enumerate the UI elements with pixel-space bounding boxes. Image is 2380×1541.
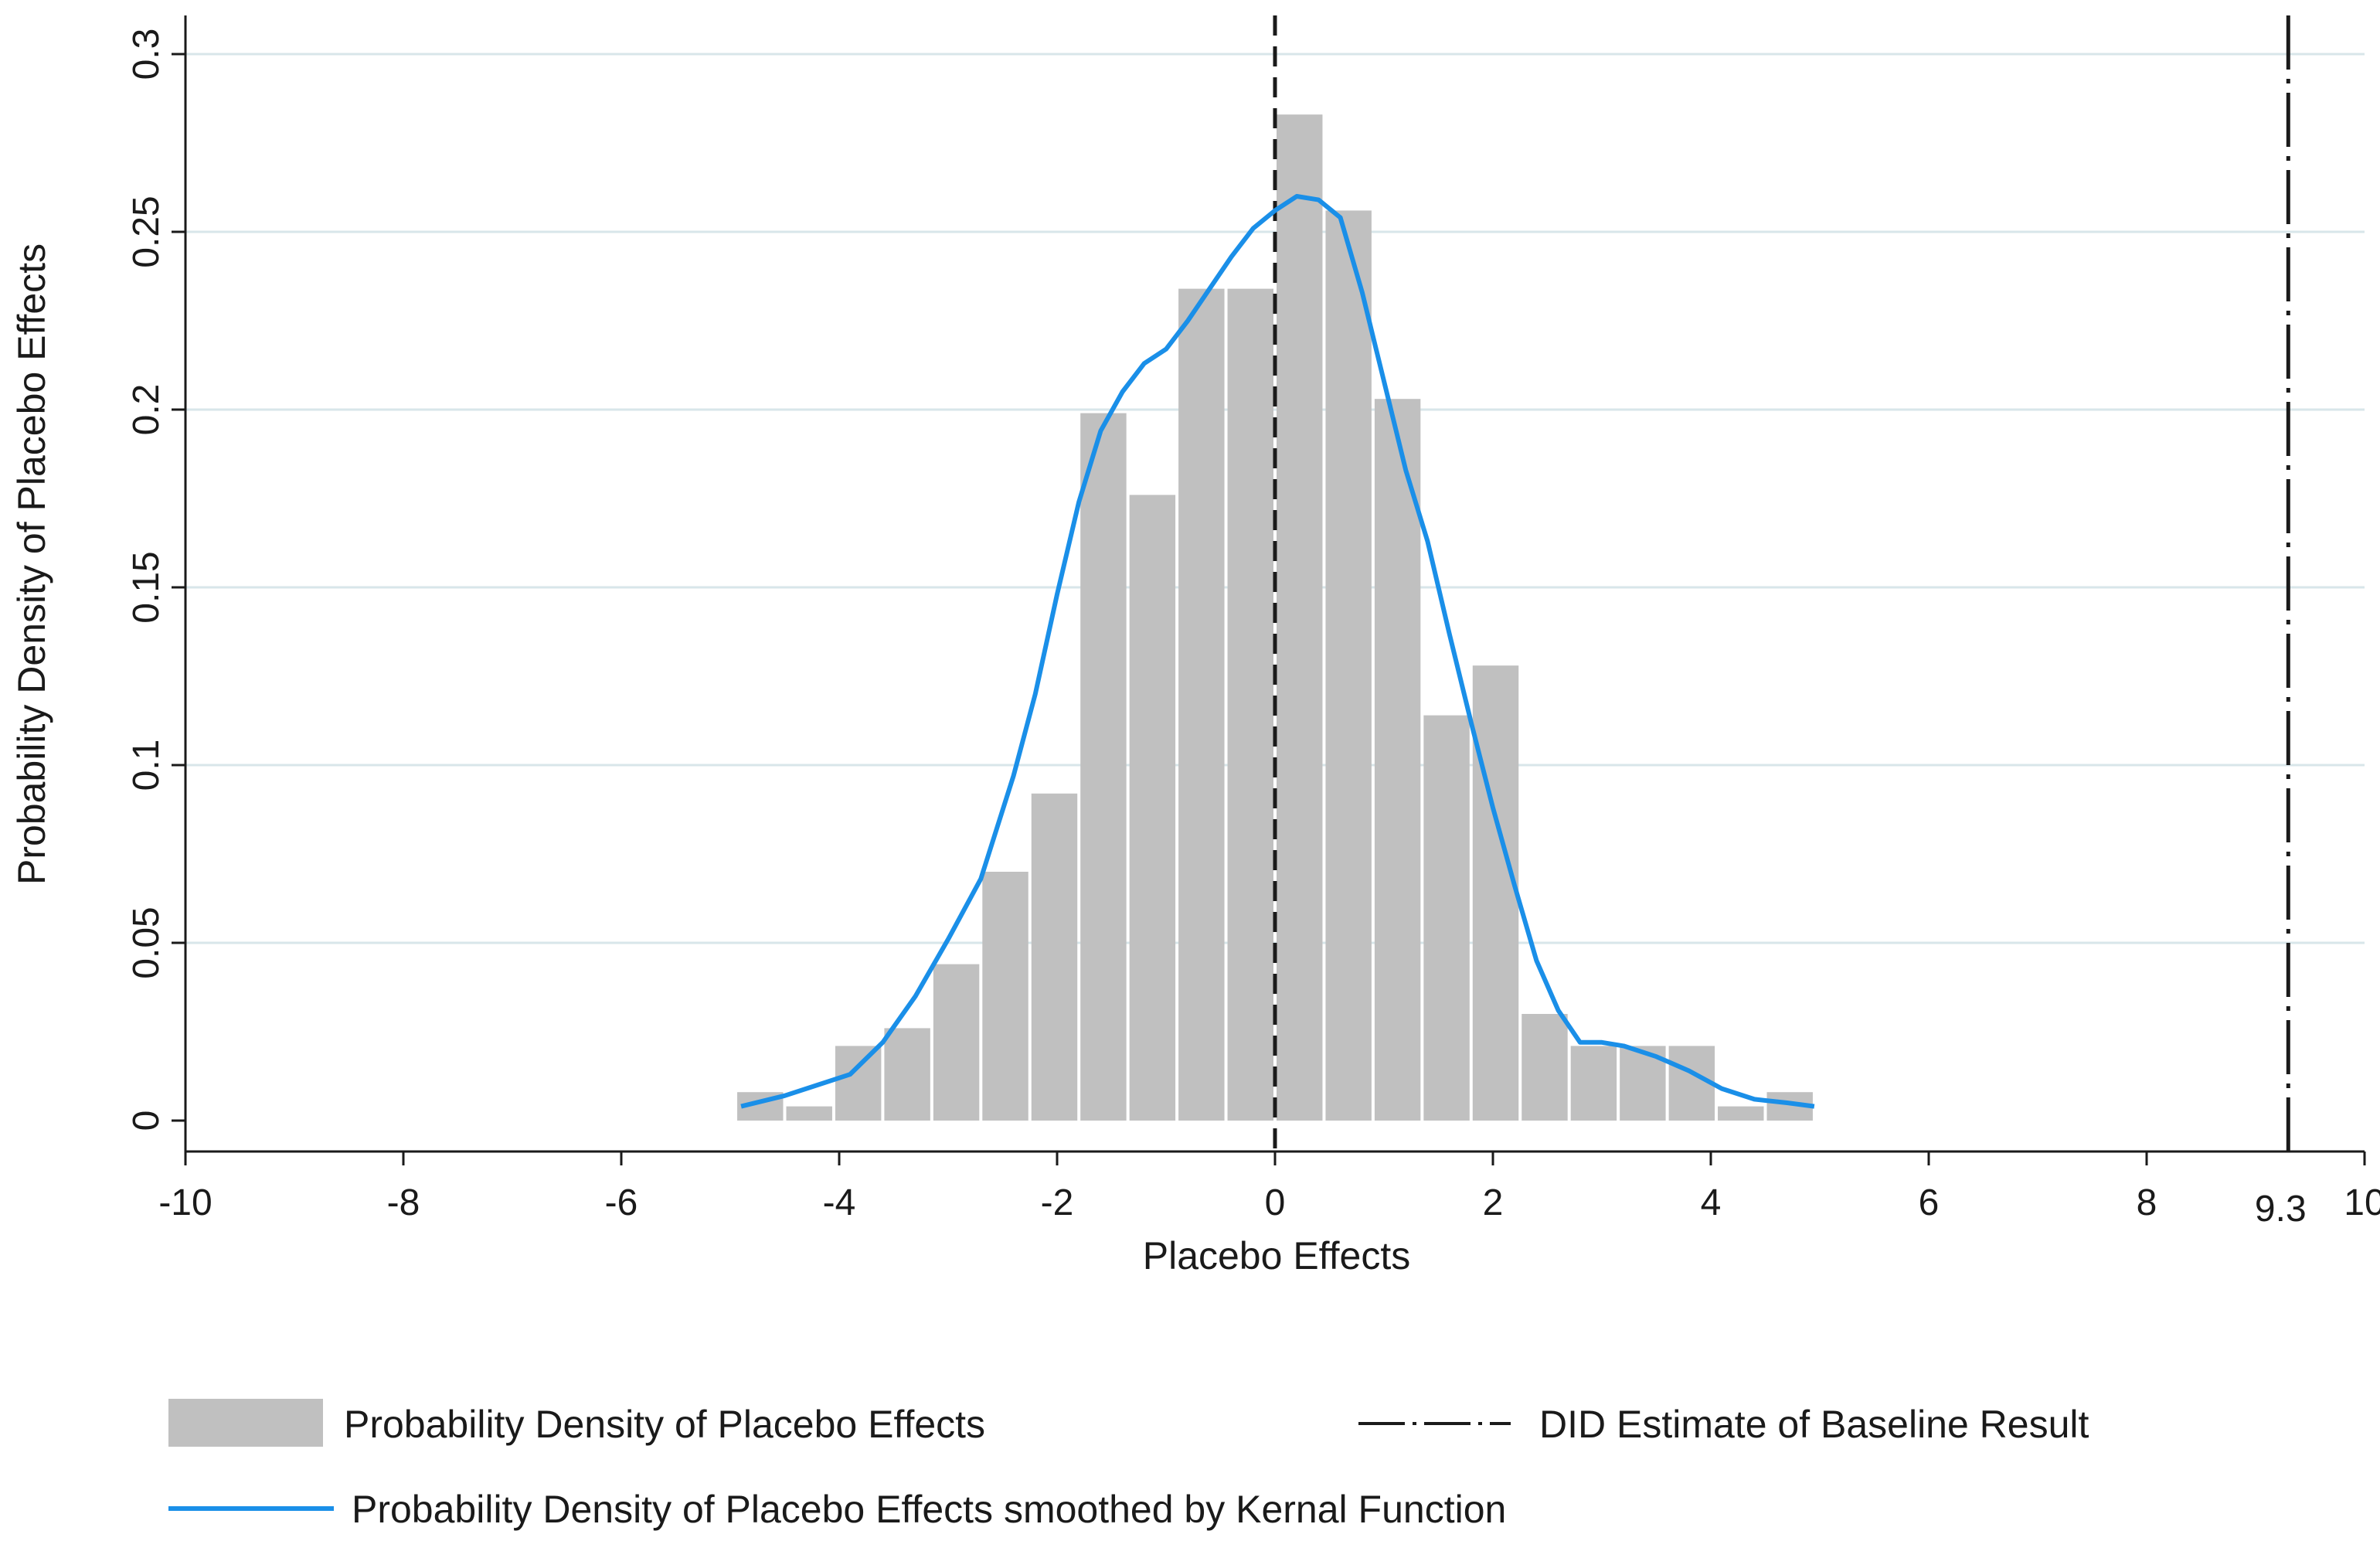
y-tick-label: 0	[126, 1111, 167, 1131]
legend-label-did-estimate: DID Estimate of Baseline Result	[1539, 1403, 2089, 1446]
legend: Probability Density of Placebo Effects D…	[168, 1399, 2089, 1531]
histogram-bar	[1472, 665, 1519, 1121]
histogram-bar	[1178, 288, 1225, 1121]
histogram-bar	[1718, 1106, 1764, 1121]
histogram-bar	[884, 1028, 930, 1121]
x-tick-label: 6	[1919, 1182, 1940, 1223]
legend-label-kernel-curve: Probability Density of Placebo Effects s…	[352, 1488, 1506, 1531]
x-tick-label: 4	[1701, 1182, 1722, 1223]
reference-lines	[1273, 15, 2290, 1151]
legend-swatch-histogram	[168, 1399, 323, 1447]
histogram-bar	[1129, 495, 1176, 1121]
histogram-bar	[1423, 715, 1470, 1121]
histogram-bar	[1374, 399, 1421, 1121]
x-tick-label: 0	[1265, 1182, 1286, 1223]
x-axis-title: Placebo Effects	[1143, 1234, 1411, 1277]
x-tick-label: -4	[823, 1182, 856, 1223]
y-tick-label: 0.05	[126, 907, 167, 978]
y-tick-label: 0.2	[126, 384, 167, 436]
histogram-bar	[1227, 288, 1273, 1121]
legend-label-histogram: Probability Density of Placebo Effects	[344, 1403, 985, 1446]
histogram-bar	[1277, 114, 1323, 1121]
histogram-bar	[1325, 210, 1372, 1121]
y-tick-label: 0.15	[126, 551, 167, 623]
histogram-bar	[786, 1106, 832, 1121]
histogram-bar	[1080, 413, 1127, 1121]
axes: 0 0.05 0.1 0.15 0.2 0.25 0.3 -10 -8 -6 -4 -2 0 2 4 6 8 10…	[126, 15, 2380, 1230]
x-tick-label: 8	[2137, 1182, 2157, 1223]
x-tick-label: -10	[158, 1182, 212, 1223]
did-estimate-tick-label: 9.3	[2255, 1189, 2307, 1230]
x-tick-label: -6	[605, 1182, 638, 1223]
y-tick-label: 0.25	[126, 196, 167, 267]
histogram-bar	[982, 872, 1028, 1121]
kernel-density-curve	[740, 194, 1815, 1109]
kernel-density-line	[740, 194, 1815, 1109]
x-tick-label: -2	[1041, 1182, 1074, 1223]
histogram-bar	[1522, 1014, 1568, 1121]
y-tick-label: 0.3	[126, 29, 167, 80]
histogram-bar	[1570, 1046, 1617, 1121]
x-tick-label: 2	[1483, 1182, 1504, 1223]
histogram-bar	[835, 1046, 882, 1121]
histogram-bars	[737, 114, 1813, 1121]
x-tick-label: -8	[387, 1182, 420, 1223]
x-tick-label: 10	[2344, 1182, 2380, 1223]
y-tick-label: 0.1	[126, 740, 167, 791]
y-axis-title: Probability Density of Placebo Effects	[10, 243, 53, 885]
histogram-bar	[1031, 793, 1078, 1121]
histogram-bar	[933, 964, 980, 1121]
